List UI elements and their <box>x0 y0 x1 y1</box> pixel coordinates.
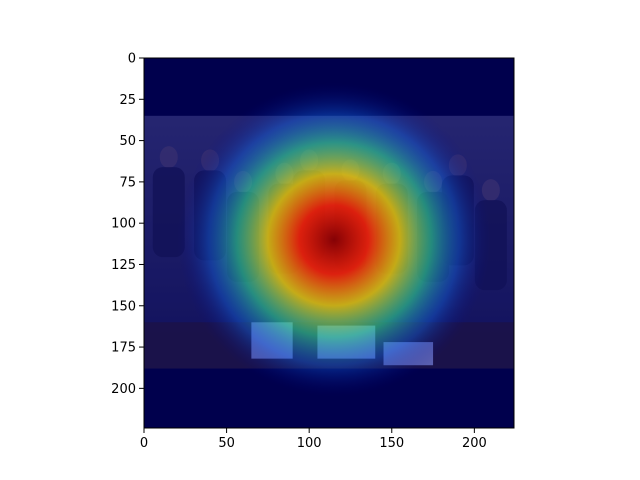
y-tick-label: 175 <box>111 341 136 356</box>
axes-frame <box>143 57 515 429</box>
y-tick-label: 50 <box>119 134 136 149</box>
y-tick-label: 100 <box>111 217 136 232</box>
heatmap-hotspot <box>177 82 491 397</box>
x-tick-label: 100 <box>297 436 322 451</box>
y-tick-label: 200 <box>111 382 136 397</box>
y-tick-label: 125 <box>111 258 136 273</box>
x-tick-label: 0 <box>140 436 148 451</box>
person-head <box>481 179 500 202</box>
y-tick-label: 75 <box>119 175 136 190</box>
x-axis: 0 50 100 150 200 <box>140 428 487 451</box>
person-head <box>159 146 178 169</box>
x-tick-label: 150 <box>379 436 404 451</box>
y-tick-label: 25 <box>119 93 136 108</box>
y-axis: 0 25 50 75 100 125 150 175 200 <box>111 52 144 397</box>
y-tick-label: 150 <box>111 299 136 314</box>
y-tick-label: 0 <box>128 52 136 67</box>
heatmap-image <box>144 58 514 428</box>
x-tick-label: 50 <box>218 436 235 451</box>
x-tick-label: 200 <box>462 436 487 451</box>
axes: 0 50 100 150 200 0 25 50 75 100 125 150 175 200 <box>111 52 515 451</box>
person-body <box>152 167 185 258</box>
